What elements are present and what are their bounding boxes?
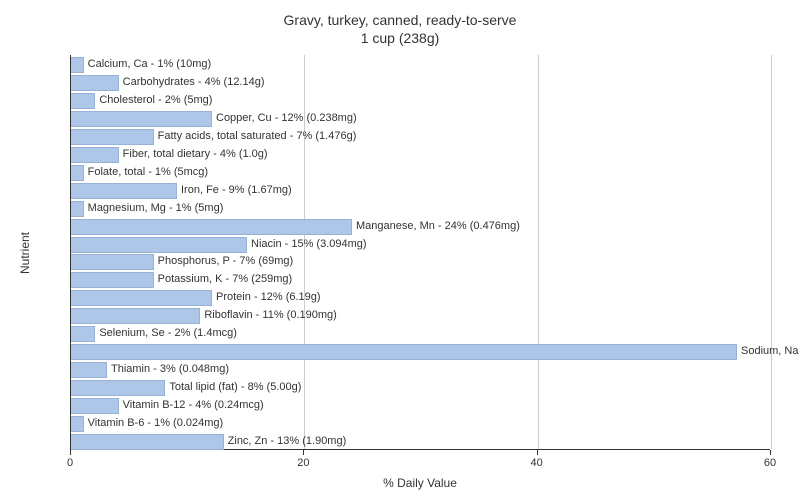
bar-label: Fiber, total dietary - 4% (1.0g) [123, 148, 268, 160]
chart-title-line2: 1 cup (238g) [0, 30, 800, 46]
bar-label: Protein - 12% (6.19g) [216, 291, 321, 303]
bar [71, 237, 247, 253]
bar [71, 290, 212, 306]
bar-label: Sodium, Na - 57% (1373mg) [741, 345, 800, 357]
bar [71, 57, 84, 73]
bar [71, 326, 95, 342]
nutrition-chart: Gravy, turkey, canned, ready-to-serve 1 … [0, 0, 800, 500]
bar [71, 362, 107, 378]
bar [71, 147, 119, 163]
bar [71, 183, 177, 199]
bar-label: Fatty acids, total saturated - 7% (1.476… [158, 130, 357, 142]
chart-title-line1: Gravy, turkey, canned, ready-to-serve [0, 12, 800, 28]
bar [71, 416, 84, 432]
bar [71, 201, 84, 217]
bar-label: Cholesterol - 2% (5mg) [99, 94, 212, 106]
bar-label: Folate, total - 1% (5mcg) [88, 166, 208, 178]
bar-label: Total lipid (fat) - 8% (5.00g) [169, 381, 301, 393]
x-tick [537, 450, 538, 455]
x-tick-label: 40 [531, 457, 543, 469]
bar [71, 380, 165, 396]
x-tick-label: 60 [764, 457, 776, 469]
bar-label: Thiamin - 3% (0.048mg) [111, 363, 229, 375]
bar [71, 75, 119, 91]
plot-area: Calcium, Ca - 1% (10mg) Carbohydrates - 4… [70, 55, 770, 450]
bar-label: Iron, Fe - 9% (1.67mg) [181, 184, 292, 196]
bar-label: Calcium, Ca - 1% (10mg) [88, 58, 211, 70]
bar-label: Potassium, K - 7% (259mg) [158, 273, 293, 285]
bar [71, 434, 224, 450]
bar-label: Riboflavin - 11% (0.190mg) [204, 309, 336, 321]
bar [71, 165, 84, 181]
x-tick [303, 450, 304, 455]
bar-label: Vitamin B-6 - 1% (0.024mg) [88, 417, 224, 429]
bar [71, 254, 154, 270]
x-tick-label: 0 [67, 457, 73, 469]
y-axis-label: Nutrient [18, 231, 32, 273]
bar [71, 111, 212, 127]
bar [71, 344, 737, 360]
x-axis-label: % Daily Value [70, 476, 770, 490]
bar-label: Phosphorus, P - 7% (69mg) [158, 255, 294, 267]
gridline [538, 55, 539, 449]
bar-label: Magnesium, Mg - 1% (5mg) [88, 202, 224, 214]
bar-label: Vitamin B-12 - 4% (0.24mcg) [123, 399, 264, 411]
bar-label: Copper, Cu - 12% (0.238mg) [216, 112, 357, 124]
bar-label: Manganese, Mn - 24% (0.476mg) [356, 220, 520, 232]
x-tick [70, 450, 71, 455]
bar [71, 272, 154, 288]
bar [71, 398, 119, 414]
bar [71, 129, 154, 145]
bar [71, 308, 200, 324]
bar [71, 93, 95, 109]
bar-label: Niacin - 15% (3.094mg) [251, 238, 367, 250]
bar-label: Selenium, Se - 2% (1.4mcg) [99, 327, 237, 339]
bar [71, 219, 352, 235]
gridline [771, 55, 772, 449]
bar-label: Zinc, Zn - 13% (1.90mg) [228, 435, 347, 447]
bar-label: Carbohydrates - 4% (12.14g) [123, 76, 265, 88]
x-tick [770, 450, 771, 455]
x-tick-label: 20 [297, 457, 309, 469]
